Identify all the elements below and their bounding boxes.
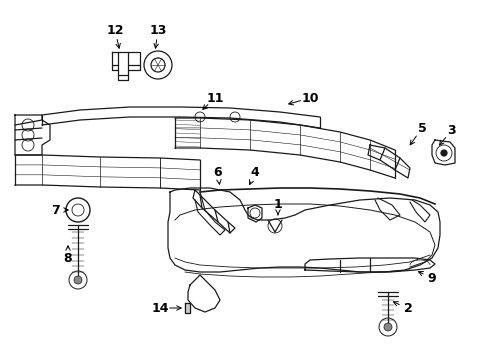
Text: 12: 12 (106, 23, 123, 36)
Circle shape (440, 150, 446, 156)
Text: 9: 9 (427, 271, 435, 284)
Circle shape (74, 276, 82, 284)
Text: 1: 1 (273, 198, 282, 211)
Text: 8: 8 (63, 252, 72, 265)
Text: 3: 3 (447, 123, 455, 136)
Polygon shape (184, 303, 190, 313)
Text: 14: 14 (151, 302, 168, 315)
Circle shape (383, 323, 391, 331)
Text: 6: 6 (213, 166, 222, 180)
Text: 10: 10 (301, 91, 318, 104)
Text: 13: 13 (149, 23, 166, 36)
Text: 2: 2 (403, 302, 411, 315)
Text: 5: 5 (417, 122, 426, 135)
Text: 4: 4 (250, 166, 259, 180)
Text: 11: 11 (206, 91, 224, 104)
Text: 7: 7 (51, 203, 59, 216)
